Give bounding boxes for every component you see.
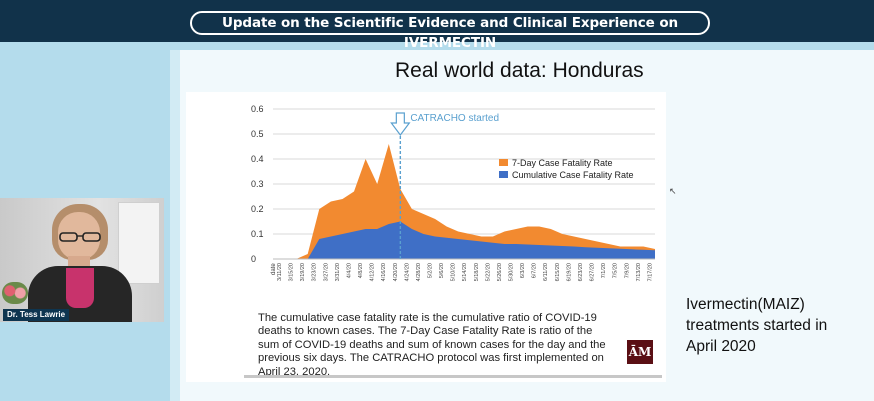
x-tick-label: 5/14/20: [462, 263, 468, 281]
x-tick-label: 7/1/20: [601, 263, 607, 278]
x-tick-label: 7/17/20: [647, 263, 653, 281]
chart-caption: The cumulative case fatality rate is the…: [258, 312, 606, 378]
speaker-video[interactable]: [0, 198, 164, 322]
glasses-icon: [59, 232, 101, 242]
y-tick-label: 0.1: [251, 229, 264, 239]
texas-am-logo: ĀM: [627, 340, 653, 364]
speaker-name-tag: Dr. Tess Lawrie: [3, 309, 70, 321]
y-tick-label: 0.4: [251, 154, 264, 164]
x-tick-label: 3/27/20: [323, 263, 329, 281]
down-arrow-icon: [390, 112, 411, 136]
x-tick-label: 4/12/20: [370, 263, 376, 281]
slide-accent-stripe: [170, 50, 180, 401]
x-tick-label: date: [271, 263, 277, 275]
ivermectin-note: Ivermectin(MAIZ) treatments started in A…: [686, 296, 828, 355]
slide-title: Real world data: Honduras: [395, 59, 644, 82]
window-background: [118, 202, 160, 284]
x-tick-label: 6/11/20: [543, 263, 549, 281]
legend-swatch: [499, 171, 508, 178]
chart-svg: 0 0.1 0.2 0.3 0.4 0.5 0.6 date 3/11/20 3/15/20 3/1…: [251, 104, 655, 281]
y-tick-label: 0.5: [251, 129, 264, 139]
x-tick-label: 7/5/20: [613, 263, 619, 278]
x-tick-label: 4/24/20: [404, 263, 410, 281]
x-tick-label: 6/3/20: [520, 263, 526, 278]
mouse-cursor-icon: ↖: [669, 186, 677, 196]
x-tick-label: 3/31/20: [335, 263, 341, 281]
x-tick-label: 6/19/20: [566, 263, 572, 281]
y-tick-label: 0.6: [251, 104, 264, 114]
y-tick-label: 0.3: [251, 179, 264, 189]
x-tick-label: 6/7/20: [532, 263, 538, 278]
x-tick-label: 5/6/20: [439, 263, 445, 278]
x-tick-label: 5/30/20: [509, 263, 515, 281]
legend-label: Cumulative Case Fatality Rate: [512, 170, 634, 180]
x-tick-label: 5/26/20: [497, 263, 503, 281]
x-tick-label: 4/28/20: [416, 263, 422, 281]
x-tick-label: 3/15/20: [289, 263, 295, 281]
slide-divider: [244, 375, 662, 378]
x-tick-label: 4/8/20: [358, 263, 364, 278]
x-tick-label: 6/15/20: [555, 263, 561, 281]
legend-swatch: [499, 159, 508, 166]
legend-label: 7-Day Case Fatality Rate: [512, 158, 613, 168]
x-tick-label: 3/11/20: [277, 263, 283, 281]
y-tick-label: 0: [251, 254, 256, 264]
x-tick-label: 7/9/20: [624, 263, 630, 278]
x-tick-label: 3/19/20: [300, 263, 306, 281]
banner-title: Update on the Scientific Evidence and Cl…: [190, 11, 710, 51]
x-tick-label: 5/2/20: [427, 263, 433, 278]
cfr-chart: 0 0.1 0.2 0.3 0.4 0.5 0.6 date 3/11/20 3/15/20 3/1…: [237, 97, 659, 293]
flowers-decoration: [2, 282, 28, 304]
x-tick-label: 4/4/20: [346, 263, 352, 278]
x-tick-label: 4/20/20: [393, 263, 399, 281]
x-tick-label: 3/23/20: [312, 263, 318, 281]
presentation-banner: Update on the Scientific Evidence and Cl…: [0, 0, 874, 51]
x-tick-label: 4/16/20: [381, 263, 387, 281]
x-tick-label: 5/10/20: [451, 263, 457, 281]
series-area-cumulative: [273, 221, 655, 259]
x-tick-label: 6/23/20: [578, 263, 584, 281]
annotation-label: CATRACHO started: [410, 113, 499, 124]
x-tick-label: 7/13/20: [636, 263, 642, 281]
x-tick-label: 5/22/20: [485, 263, 491, 281]
x-tick-label: 6/27/20: [590, 263, 596, 281]
x-tick-label: 5/18/20: [474, 263, 480, 281]
y-tick-label: 0.2: [251, 204, 264, 214]
